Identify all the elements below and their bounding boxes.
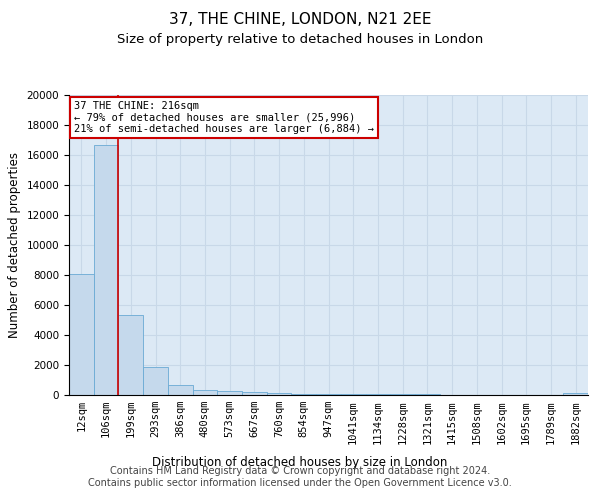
Y-axis label: Number of detached properties: Number of detached properties: [8, 152, 21, 338]
Bar: [217, 390, 242, 395]
Text: 37, THE CHINE, LONDON, N21 2EE: 37, THE CHINE, LONDON, N21 2EE: [169, 12, 431, 28]
Bar: [267, 393, 292, 395]
Text: Distribution of detached houses by size in London: Distribution of detached houses by size …: [152, 456, 448, 469]
Bar: [168, 384, 193, 395]
Bar: [69, 274, 94, 395]
Bar: [292, 394, 316, 395]
Text: 37 THE CHINE: 216sqm
← 79% of detached houses are smaller (25,996)
21% of semi-d: 37 THE CHINE: 216sqm ← 79% of detached h…: [74, 101, 374, 134]
Bar: [118, 315, 143, 395]
Bar: [390, 394, 415, 395]
Bar: [193, 390, 217, 395]
Bar: [365, 394, 390, 395]
Bar: [94, 144, 118, 395]
Bar: [143, 367, 168, 395]
Bar: [242, 392, 267, 395]
Bar: [415, 394, 440, 395]
Text: Size of property relative to detached houses in London: Size of property relative to detached ho…: [117, 32, 483, 46]
Bar: [316, 394, 341, 395]
Bar: [563, 393, 588, 395]
Bar: [341, 394, 365, 395]
Text: Contains HM Land Registry data © Crown copyright and database right 2024.
Contai: Contains HM Land Registry data © Crown c…: [88, 466, 512, 487]
